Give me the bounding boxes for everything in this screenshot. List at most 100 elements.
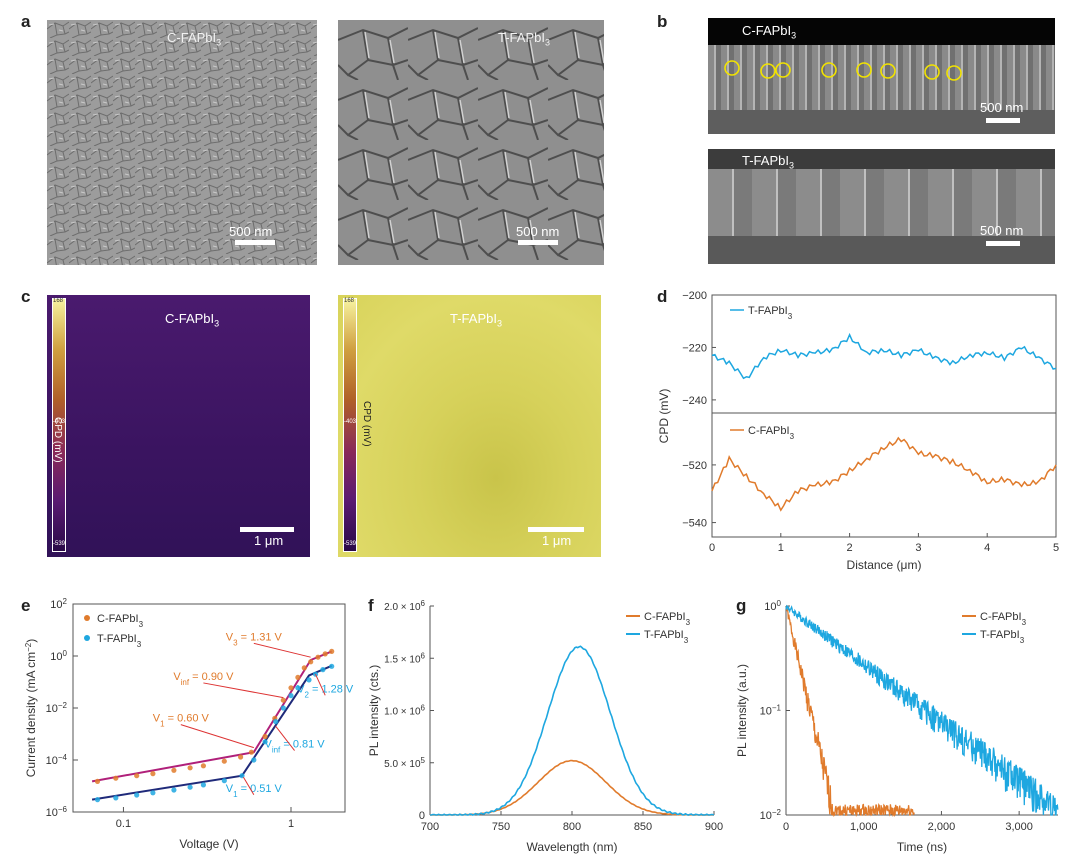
data-point — [262, 739, 268, 745]
colorbar — [343, 298, 357, 552]
legend-label: C-FAPbI3 — [980, 611, 1027, 627]
data-point — [280, 697, 286, 703]
colorbar-axis-label: CPD (mV) — [361, 401, 372, 447]
colorbar-mid-tick: -403 — [53, 419, 66, 425]
data-point — [150, 771, 156, 777]
data-point — [288, 685, 294, 691]
chart-pl-spectrum: 700 750 800 850 900 0 5.0 × 105 1.0 × 106 1.5 × … — [367, 599, 723, 855]
x-tick-label: 1 — [778, 542, 784, 554]
data-point — [308, 659, 314, 665]
sem-image-t-fapbi3-topview: T-FAPbI3 500 nm — [338, 20, 604, 265]
kpfm-map-c-fapbi3: 168 -403 -539 CPD (mV) C-FAPbI3 1 μm — [47, 295, 310, 557]
legend-label: C-FAPbI3 — [644, 611, 691, 627]
data-point — [248, 749, 254, 755]
map-label: C-FAPbI3 — [165, 311, 220, 329]
x-axis-label: Time (ns) — [897, 840, 947, 854]
x-tick-label: 850 — [634, 821, 652, 833]
data-point — [280, 705, 286, 711]
data-point — [200, 782, 206, 788]
panel-letter-d: d — [657, 287, 668, 306]
data-point — [134, 773, 140, 779]
colorbar-top-tick: 168 — [344, 298, 355, 304]
legend-label: C-FAPbI3 — [97, 613, 144, 629]
void-marker-layer — [724, 60, 962, 81]
scale-bar — [986, 118, 1020, 123]
x-tick-label: 5 — [1053, 542, 1059, 554]
legend-label: C-FAPbI3 — [748, 425, 795, 441]
data-point — [187, 765, 193, 771]
data-point — [171, 787, 177, 793]
x-tick-label: 750 — [492, 821, 510, 833]
legend-label: T-FAPbI3 — [748, 305, 793, 321]
scale-bar — [986, 241, 1020, 246]
y-tick-label: 100 — [50, 649, 67, 664]
data-point — [288, 693, 294, 699]
sem-substrate-layer — [708, 236, 1055, 264]
annotation-label: V1 = 0.51 V — [226, 783, 283, 799]
data-point — [301, 665, 307, 671]
panel-letter-f: f — [368, 596, 374, 615]
y-tick-label: −240 — [682, 395, 707, 407]
series-line — [429, 759, 715, 816]
data-point — [200, 763, 206, 769]
y-tick-label: 10−2 — [46, 701, 68, 716]
sem-top-layer — [708, 149, 1055, 169]
data-point — [187, 784, 193, 790]
sem-film-layer — [708, 169, 1055, 236]
colorbar-mid-tick: -403 — [344, 419, 357, 425]
x-tick-label: 700 — [421, 821, 439, 833]
x-tick-label: 2 — [847, 542, 853, 554]
void-marker-circle — [724, 60, 740, 76]
legend-swatch — [84, 615, 90, 621]
scale-bar — [235, 240, 275, 245]
y-axis-label: PL intensity (cts.) — [367, 665, 381, 757]
y-tick-label: 2.0 × 106 — [384, 599, 425, 614]
x-tick-label: 1 — [288, 818, 294, 830]
y-axis-label: Current density (mA cm−2) — [24, 639, 39, 778]
y-axis-label: PL intensity (a.u.) — [735, 664, 749, 757]
series-line-c-fapbi3 — [711, 436, 1057, 512]
sem-label: T-FAPbI3 — [742, 153, 794, 171]
data-point — [306, 677, 312, 683]
annotation-arrow — [315, 673, 326, 696]
y-tick-label: 10−6 — [46, 805, 68, 820]
x-tick-label: 800 — [563, 821, 581, 833]
x-tick-label: 0 — [783, 821, 789, 833]
series-line — [785, 604, 1059, 816]
colorbar-bottom-tick: -539 — [344, 541, 357, 547]
scale-bar — [528, 527, 584, 532]
data-point — [315, 654, 321, 660]
series-line — [785, 607, 915, 818]
scale-bar-label: 1 μm — [542, 533, 572, 548]
y-tick-label: 0 — [419, 810, 425, 822]
scale-bar-label: 1 μm — [254, 533, 284, 548]
series-line — [430, 645, 715, 816]
colorbar-axis-label: CPD (mV) — [52, 417, 63, 463]
y-tick-label: 1.5 × 106 — [384, 651, 425, 666]
x-axis-label: Distance (μm) — [847, 558, 922, 572]
panel-letter-g: g — [736, 596, 747, 615]
data-point — [134, 792, 140, 798]
scale-bar — [240, 527, 294, 532]
annotation-arrow — [275, 725, 295, 751]
data-point — [329, 663, 335, 669]
scale-bar-label: 500 nm — [980, 100, 1024, 115]
scale-bar-label: 500 nm — [980, 223, 1024, 238]
annotation-arrow — [242, 776, 255, 796]
data-point — [221, 758, 227, 764]
scale-bar-label: 500 nm — [516, 224, 560, 239]
sem-texture — [338, 20, 604, 265]
fit-line — [91, 664, 333, 801]
scale-bar — [518, 240, 558, 245]
sem-image-c-fapbi3-topview: C-FAPbI3 500 nm — [47, 20, 317, 265]
chart-jv-curve: 0.1 1 10−6 10−4 10−2 100 102 Voltage (V) Current… — [24, 597, 354, 852]
data-point — [171, 767, 177, 773]
panel-letter-b: b — [657, 12, 668, 31]
data-point — [329, 648, 335, 654]
data-point — [113, 775, 119, 781]
panel-letter-c: c — [21, 287, 31, 306]
annotation-label: V3 = 1.31 V — [226, 631, 283, 647]
chart-trpl-decay: 0 1,000 2,000 3,000 100 10−1 10−2 Time (ns) PL i… — [735, 599, 1059, 854]
sem-crosssection-t-fapbi3: T-FAPbI3 500 nm — [708, 149, 1055, 264]
series-line-t-fapbi3 — [711, 332, 1057, 380]
